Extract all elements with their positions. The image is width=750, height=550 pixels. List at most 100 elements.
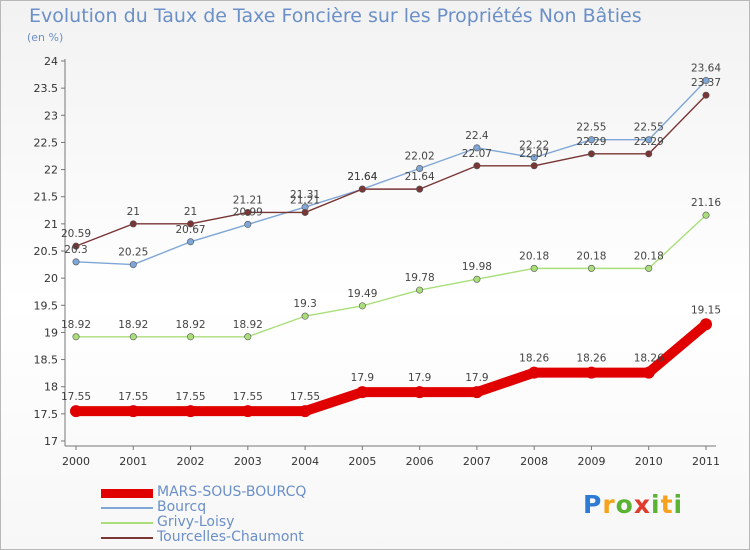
x-tick-label: 2004 — [291, 455, 319, 468]
data-point-tourcelles-chaumont — [587, 150, 595, 158]
data-label-tourcelles-chaumont: 22.29 — [634, 136, 664, 148]
data-point-tourcelles-chaumont — [473, 162, 481, 170]
legend-swatch — [101, 537, 153, 539]
data-point-bourcq — [587, 136, 595, 144]
data-label-grivy-loisy: 18.92 — [118, 319, 148, 331]
data-point-mars-sous-bourcq — [585, 366, 598, 379]
data-label-grivy-loisy: 19.98 — [462, 261, 492, 273]
series-line-grivy-loisy — [75, 214, 707, 338]
x-tick-label: 2001 — [119, 455, 147, 468]
data-label-mars-sous-bourcq: 18.26 — [634, 353, 664, 365]
y-tick-label: 17.5 — [34, 408, 59, 421]
data-label-bourcq: 22.22 — [519, 140, 549, 152]
data-label-tourcelles-chaumont: 21.64 — [347, 171, 377, 183]
data-label-tourcelles-chaumont: 21.21 — [233, 194, 263, 206]
series-line-tourcelles-chaumont — [75, 94, 707, 247]
x-tick-label: 2009 — [577, 455, 605, 468]
data-point-bourcq — [702, 77, 710, 85]
data-label-grivy-loisy: 19.3 — [293, 298, 316, 310]
data-label-bourcq: 23.64 — [691, 63, 721, 75]
y-tick-label: 21.5 — [34, 191, 59, 204]
data-label-tourcelles-chaumont: 20.59 — [61, 228, 91, 240]
data-label-mars-sous-bourcq: 18.26 — [519, 353, 549, 365]
y-tick-label: 22 — [44, 164, 58, 177]
data-point-grivy-loisy — [702, 211, 710, 219]
series-line-mars-sous-bourcq — [71, 319, 711, 417]
data-label-tourcelles-chaumont: 21.64 — [405, 171, 435, 183]
data-label-mars-sous-bourcq: 17.9 — [408, 372, 431, 384]
y-tick-label: 24 — [44, 55, 58, 68]
legend-swatch — [101, 507, 153, 509]
legend-label: Bourcq — [157, 499, 207, 515]
data-point-tourcelles-chaumont — [301, 208, 309, 216]
legend-swatch — [101, 488, 153, 498]
data-point-mars-sous-bourcq — [356, 386, 369, 399]
data-label-grivy-loisy: 20.18 — [576, 250, 606, 262]
data-label-mars-sous-bourcq: 17.55 — [176, 391, 206, 403]
data-point-grivy-loisy — [301, 312, 309, 320]
y-tick-label: 18.5 — [34, 354, 59, 367]
data-label-tourcelles-chaumont: 21.21 — [290, 194, 320, 206]
data-label-tourcelles-chaumont: 22.07 — [519, 148, 549, 160]
data-label-bourcq: 20.25 — [118, 247, 148, 259]
legend-label: Tourcelles-Chaumont — [157, 529, 304, 545]
y-tick-label: 21 — [44, 218, 58, 231]
data-label-mars-sous-bourcq: 17.55 — [233, 391, 263, 403]
data-label-grivy-loisy: 19.49 — [347, 288, 377, 300]
legend-label: MARS-SOUS-BOURCQ — [157, 484, 307, 500]
data-point-grivy-loisy — [530, 264, 538, 272]
series-lines — [70, 77, 712, 418]
data-label-bourcq: 22.4 — [465, 130, 489, 142]
data-point-bourcq — [244, 220, 252, 228]
data-label-bourcq: 20.67 — [176, 224, 206, 236]
x-tick-label: 2010 — [635, 455, 663, 468]
data-point-bourcq — [645, 136, 653, 144]
data-label-bourcq: 22.55 — [634, 122, 664, 134]
data-point-tourcelles-chaumont — [702, 91, 710, 99]
data-label-tourcelles-chaumont: 22.29 — [576, 136, 606, 148]
data-point-mars-sous-bourcq — [413, 386, 426, 399]
y-tick-label: 20 — [44, 272, 58, 285]
y-tick-label: 17 — [44, 435, 58, 448]
data-point-grivy-loisy — [244, 333, 252, 341]
data-label-grivy-loisy: 21.16 — [691, 197, 721, 209]
data-label-bourcq: 21.31 — [290, 189, 320, 201]
data-point-grivy-loisy — [416, 286, 424, 294]
data-point-grivy-loisy — [72, 333, 80, 341]
data-label-tourcelles-chaumont: 22.07 — [462, 148, 492, 160]
proxiti-logo: Proxiti — [583, 490, 684, 519]
data-point-bourcq — [416, 164, 424, 172]
data-label-tourcelles-chaumont: 21 — [184, 206, 197, 218]
y-tick-label: 23 — [44, 109, 58, 122]
data-point-tourcelles-chaumont — [187, 220, 195, 228]
data-point-mars-sous-bourcq — [642, 366, 655, 379]
x-tick-label: 2006 — [406, 455, 434, 468]
x-tick-label: 2000 — [62, 455, 90, 468]
data-point-bourcq — [187, 238, 195, 246]
series-line-bourcq — [75, 79, 707, 266]
data-point-mars-sous-bourcq — [184, 405, 197, 418]
data-point-grivy-loisy — [473, 275, 481, 283]
x-tick-label: 2007 — [463, 455, 491, 468]
data-label-grivy-loisy: 19.78 — [405, 272, 435, 284]
data-point-tourcelles-chaumont — [416, 185, 424, 193]
data-label-bourcq: 20.99 — [233, 206, 263, 218]
data-label-grivy-loisy: 20.18 — [519, 250, 549, 262]
data-label-grivy-loisy: 18.92 — [61, 319, 91, 331]
data-point-tourcelles-chaumont — [244, 208, 252, 216]
data-point-mars-sous-bourcq — [241, 405, 254, 418]
y-tick-label: 19.5 — [34, 299, 59, 312]
x-tick-label: 2011 — [692, 455, 720, 468]
data-point-bourcq — [530, 154, 538, 162]
data-label-mars-sous-bourcq: 17.55 — [290, 391, 320, 403]
x-tick-label: 2003 — [234, 455, 262, 468]
x-tick-label: 2008 — [520, 455, 548, 468]
data-point-grivy-loisy — [645, 264, 653, 272]
legend-swatch — [101, 522, 153, 524]
data-point-mars-sous-bourcq — [127, 405, 140, 418]
x-tick-label: 2005 — [348, 455, 376, 468]
axes: 17 17.5 18 18.5 19 19.5 20 20.5 21 21.5 22 22.5 23 23… — [34, 55, 721, 468]
data-point-mars-sous-bourcq — [70, 405, 82, 418]
